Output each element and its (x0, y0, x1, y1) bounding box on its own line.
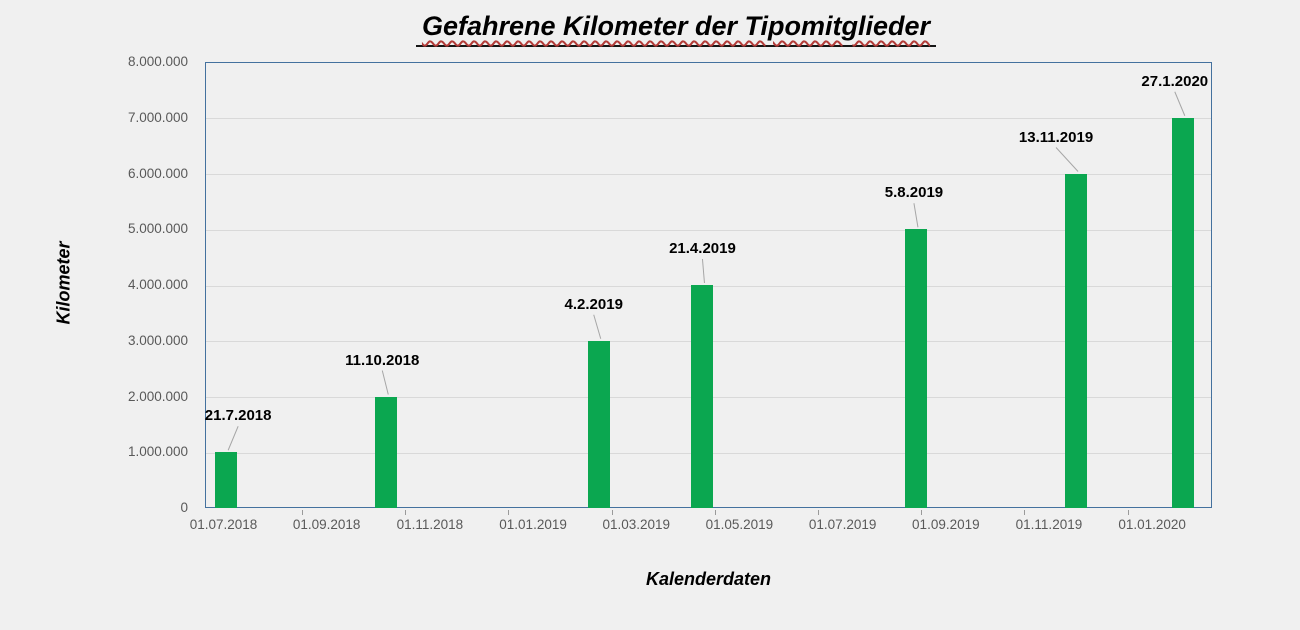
x-axis-tick (508, 509, 510, 515)
bar (904, 229, 927, 508)
x-axis-tick (1127, 509, 1129, 515)
bar (1065, 173, 1088, 508)
y-tick-label: 2.000.000 (127, 388, 188, 404)
x-axis-tick (405, 509, 407, 515)
chart-title: Gefahrene Kilometer der Tipomitglieder (0, 11, 1300, 47)
y-tick-label: 6.000.000 (127, 165, 188, 181)
chart-title-text: Gefahrene Kilometer der Tipomitglieder (415, 11, 937, 47)
y-tick-label: 1.000.000 (127, 444, 188, 460)
x-tick-label: 01.01.2019 (499, 517, 567, 532)
bar (375, 396, 398, 508)
x-tick-label: 01.09.2018 (292, 517, 361, 532)
bar-data-label: 4.2.2019 (564, 295, 623, 313)
x-tick-label: 01.09.2019 (912, 517, 980, 532)
y-tick-label: 5.000.000 (127, 221, 188, 237)
x-axis-tick (817, 509, 819, 515)
x-tick-label: 01.07.2018 (189, 517, 258, 532)
x-axis-tick (921, 509, 923, 515)
x-tick-label: 01.11.2019 (1015, 517, 1083, 532)
bar (691, 285, 714, 508)
bar (1171, 117, 1194, 508)
x-tick-label: 01.05.2019 (705, 517, 774, 532)
gridline (206, 174, 1211, 175)
x-tick-label: 01.03.2019 (602, 517, 671, 532)
x-tick-label: 01.11.2018 (396, 517, 464, 532)
y-tick-label: 4.000.000 (127, 277, 188, 292)
gridline (206, 229, 1211, 231)
gridline (206, 118, 1211, 120)
y-tick-label: 0 (180, 500, 188, 515)
bar (215, 452, 238, 508)
x-tick-label: 01.01.2020 (1118, 517, 1186, 532)
x-axis-tick (611, 509, 613, 515)
bar-data-label: 11.10.2018 (345, 351, 420, 369)
bar-data-label: 27.1.2020 (1141, 72, 1209, 90)
x-axis-tick (1024, 509, 1026, 515)
y-tick-label: 3.000.000 (127, 332, 188, 348)
bar-data-label: 5.8.2019 (884, 184, 944, 202)
bar-data-label: 13.11.2019 (1018, 128, 1094, 146)
bar (587, 340, 610, 508)
x-axis-tick (714, 509, 716, 515)
bar-data-label: 21.7.2018 (204, 407, 272, 425)
x-axis-tick (301, 509, 303, 515)
x-tick-label: 01.07.2019 (808, 517, 877, 532)
y-tick-label: 8.000.000 (127, 54, 188, 69)
bar-data-label: 21.4.2019 (669, 240, 736, 257)
y-tick-label: 7.000.000 (127, 109, 188, 125)
x-axis-title: Kalenderdaten (645, 569, 772, 589)
